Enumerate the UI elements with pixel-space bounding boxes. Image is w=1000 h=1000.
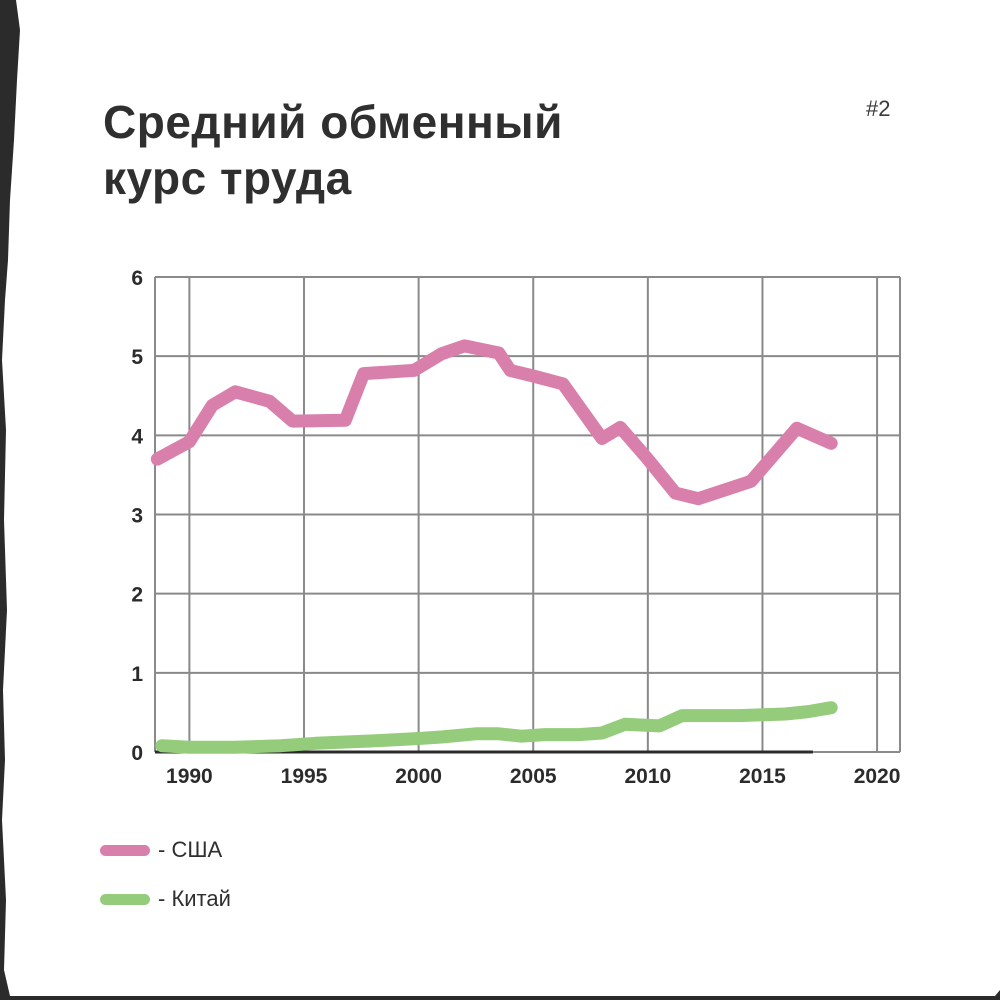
series-line-china — [155, 701, 838, 754]
x-tick-label-2000: 2000 — [395, 765, 442, 788]
y-tick-label-6: 6 — [131, 267, 143, 290]
x-tick-label-1990: 1990 — [166, 765, 213, 788]
legend-swatch-usa — [100, 844, 150, 856]
y-tick-label-1: 1 — [131, 663, 143, 686]
chart-ticks: 0 1 2 3 4 5 6 1990 1995 2000 2005 2010 2015 2020 — [131, 267, 900, 788]
title-line-2: курс труда — [103, 152, 352, 204]
y-tick-label-4: 4 — [131, 425, 143, 448]
legend: - США - Китай — [100, 830, 231, 928]
title-line-1: Средний обменный — [103, 96, 563, 148]
legend-swatch-china — [100, 893, 150, 905]
x-tick-label-2015: 2015 — [739, 765, 786, 788]
legend-label-china: - Китай — [158, 886, 231, 911]
chart-series — [150, 339, 838, 754]
y-tick-label-2: 2 — [131, 584, 143, 607]
x-tick-label-2010: 2010 — [624, 765, 671, 788]
legend-item-china: - Китай — [100, 879, 231, 919]
y-tick-label-0: 0 — [131, 742, 143, 765]
y-tick-label-5: 5 — [131, 346, 143, 369]
legend-label-usa: - США — [158, 837, 223, 862]
page-number: #2 — [866, 96, 891, 121]
chart-title: Средний обменный курс труда — [103, 94, 803, 206]
y-tick-label-3: 3 — [131, 505, 143, 528]
x-tick-label-2020: 2020 — [854, 765, 901, 788]
series-line-usa — [150, 339, 838, 506]
x-tick-label-2005: 2005 — [510, 765, 557, 788]
x-tick-label-1995: 1995 — [281, 765, 328, 788]
chart-grid — [154, 276, 901, 754]
legend-item-usa: - США — [100, 830, 231, 870]
